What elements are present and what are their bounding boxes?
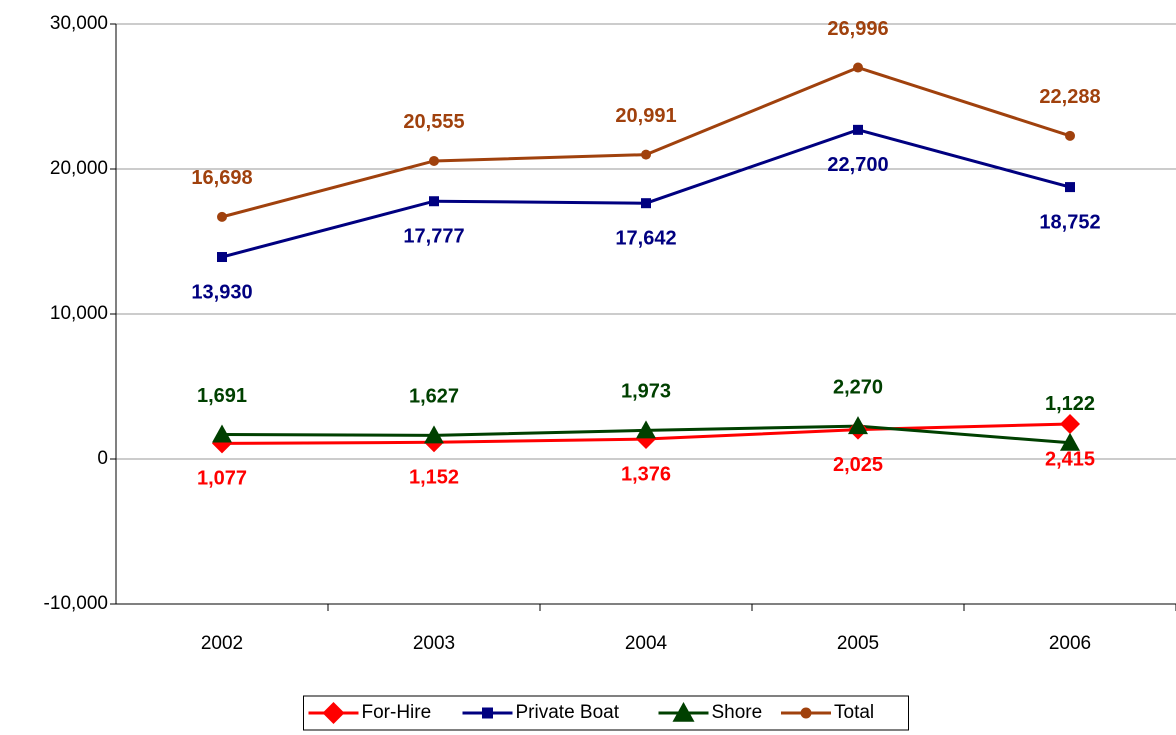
data-label: 1,152 bbox=[409, 467, 459, 489]
marker bbox=[322, 702, 345, 724]
data-label: 17,642 bbox=[615, 227, 676, 249]
legend-label: Private Boat bbox=[516, 702, 620, 723]
marker bbox=[217, 252, 227, 263]
marker bbox=[424, 425, 444, 444]
legend-label: Total bbox=[834, 702, 874, 723]
marker bbox=[672, 702, 695, 722]
legend-label: For-Hire bbox=[362, 702, 432, 723]
marker bbox=[853, 124, 863, 135]
data-label: 20,991 bbox=[615, 105, 676, 127]
y-tick-label: -10,000 bbox=[44, 593, 108, 614]
data-label: 13,930 bbox=[191, 281, 252, 303]
marker bbox=[429, 155, 439, 166]
data-label: 1,122 bbox=[1045, 393, 1095, 415]
x-tick-label: 2002 bbox=[201, 633, 243, 654]
marker bbox=[1060, 413, 1080, 434]
marker bbox=[636, 420, 656, 439]
legend-label: Shore bbox=[712, 702, 763, 723]
data-label: 2,270 bbox=[833, 376, 883, 398]
data-label: 26,996 bbox=[827, 18, 888, 40]
data-label: 2,415 bbox=[1045, 448, 1095, 470]
data-label: 20,555 bbox=[403, 111, 464, 133]
series-line bbox=[221, 65, 1071, 219]
data-label: 17,777 bbox=[403, 226, 464, 248]
y-tick-label: 20,000 bbox=[50, 158, 108, 179]
x-tick-label: 2003 bbox=[413, 633, 455, 654]
data-label: 1,691 bbox=[197, 385, 247, 407]
y-tick-label: 0 bbox=[97, 448, 108, 469]
x-tick-label: 2006 bbox=[1049, 633, 1091, 654]
y-tick-label: 30,000 bbox=[50, 13, 108, 34]
marker bbox=[853, 62, 863, 73]
data-label: 18,752 bbox=[1039, 211, 1100, 233]
data-label: 16,698 bbox=[191, 167, 252, 189]
x-tick-label: 2004 bbox=[625, 633, 668, 654]
marker bbox=[800, 707, 812, 719]
data-label: 22,700 bbox=[827, 154, 888, 176]
marker bbox=[1065, 130, 1075, 141]
data-label: 1,973 bbox=[621, 381, 671, 403]
marker bbox=[212, 424, 232, 443]
data-label: 22,288 bbox=[1039, 86, 1100, 108]
y-tick-label: 10,000 bbox=[50, 303, 108, 324]
marker bbox=[848, 416, 868, 435]
marker bbox=[641, 149, 651, 160]
x-tick-label: 2005 bbox=[837, 633, 879, 654]
data-label: 1,077 bbox=[197, 468, 247, 490]
marker bbox=[1060, 432, 1080, 451]
data-label: 1,627 bbox=[409, 386, 459, 408]
data-label: 1,376 bbox=[621, 463, 671, 485]
marker bbox=[217, 211, 227, 222]
marker bbox=[482, 707, 493, 719]
marker bbox=[641, 198, 651, 209]
marker bbox=[1065, 182, 1075, 193]
marker bbox=[429, 196, 439, 207]
data-label: 2,025 bbox=[833, 454, 883, 476]
legend: For-Hire Private Boat Shore Total bbox=[303, 695, 909, 731]
